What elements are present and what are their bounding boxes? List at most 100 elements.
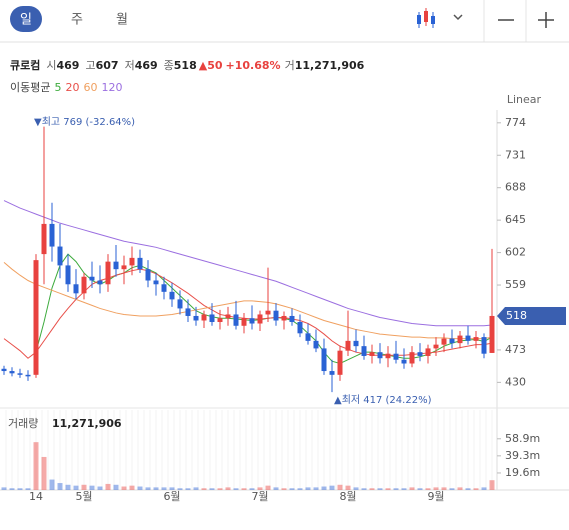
volume-bar — [89, 485, 95, 490]
volume-bar — [137, 486, 143, 490]
volume-bar — [57, 483, 63, 490]
candle-body — [393, 353, 399, 360]
volume-bar — [417, 488, 423, 490]
volume-bar — [361, 488, 367, 490]
ma-legend-item: 5 — [54, 81, 61, 94]
candle-body — [313, 340, 319, 349]
volume-bar — [113, 484, 119, 490]
volume-bar — [457, 487, 463, 490]
high-annotation: ▼최고 769 (-32.64%) — [34, 116, 135, 128]
scale-mode[interactable]: Linear — [507, 93, 542, 106]
x-tick-label: 8월 — [339, 490, 356, 503]
candle-body — [217, 318, 223, 323]
candle-body — [385, 353, 391, 359]
volume-bar — [49, 479, 55, 490]
candle-body — [201, 314, 207, 321]
volume-bar — [337, 484, 343, 490]
ma-legend-item: 20 — [65, 81, 79, 94]
candle-body — [185, 308, 191, 316]
candle-body — [129, 257, 135, 266]
candle-body — [321, 348, 327, 372]
quote-label: 종 — [164, 59, 174, 72]
candle-body — [41, 223, 47, 255]
volume-bar — [433, 487, 439, 490]
quote-value: 469 — [57, 59, 80, 72]
candle-body — [193, 315, 199, 321]
candle-body — [345, 340, 351, 351]
zoom-in-button[interactable] — [538, 12, 554, 28]
volume-bar — [305, 487, 311, 490]
volume-bar — [81, 484, 87, 490]
chart-type-button[interactable] — [417, 8, 435, 28]
volume-bar — [385, 488, 391, 490]
quote-label: 거 — [285, 59, 295, 72]
dropdown-chevron[interactable] — [453, 14, 463, 21]
y-tick-label: 688 — [505, 181, 526, 194]
candle-body — [449, 338, 455, 344]
candle-body — [137, 257, 143, 270]
ma-line — [3, 262, 493, 340]
rate: +10.68% — [226, 59, 281, 72]
candle-body — [25, 374, 31, 377]
candle-body — [489, 315, 495, 353]
volume-bar — [65, 484, 71, 490]
candle-body — [49, 223, 55, 247]
quote-value: 469 — [135, 59, 158, 72]
volume-bar — [265, 485, 271, 490]
candle-body — [305, 333, 311, 341]
volume-bar — [97, 486, 103, 490]
ma-line — [35, 253, 493, 365]
candle-body — [17, 373, 23, 375]
quote-value: 607 — [96, 59, 119, 72]
candle-body — [241, 318, 247, 326]
volume-bar — [177, 488, 183, 490]
tab[interactable]: 주 — [71, 13, 83, 28]
volume-bar — [1, 487, 7, 490]
volume-bar — [129, 485, 135, 490]
volume-bar — [449, 488, 455, 490]
candle-body — [57, 246, 63, 266]
volume-bar — [145, 487, 151, 490]
volume-bar — [185, 488, 191, 490]
volume-bar — [289, 488, 295, 490]
volume-bar — [241, 488, 247, 490]
volume-bar — [193, 487, 199, 490]
candle-body — [361, 346, 367, 356]
volume-bar — [353, 487, 359, 490]
tab-selected-bg[interactable] — [10, 6, 42, 32]
volume-bar — [441, 487, 447, 490]
candle-body — [369, 352, 375, 356]
volume-bar — [377, 488, 383, 490]
ma-legend: 이동평균 5 20 60 120 — [10, 81, 122, 94]
candle-body — [177, 299, 183, 309]
quote-label: 저 — [125, 59, 135, 72]
tab[interactable]: 일 — [20, 13, 32, 28]
volume-title: 거래량 — [8, 417, 38, 430]
stock-name: 큐로컴 — [10, 59, 40, 72]
volume-bar — [481, 487, 487, 490]
low-annotation: ▲최저 417 (24.22%) — [334, 394, 432, 406]
quote-label: 시 — [46, 59, 56, 72]
candle-body — [297, 322, 303, 334]
volume-bar — [217, 488, 223, 490]
candle-body — [81, 276, 87, 294]
volume-bar — [257, 487, 263, 490]
candle-body — [377, 352, 383, 359]
candle-body — [353, 340, 359, 347]
y-tick-label: 774 — [505, 116, 526, 129]
volume-bar — [393, 488, 399, 490]
candle-body — [417, 352, 423, 356]
candle-body — [401, 359, 407, 364]
volume-bar — [201, 488, 207, 490]
candle-body — [433, 344, 439, 349]
volume-bar — [281, 488, 287, 490]
tab[interactable]: 월 — [116, 13, 128, 28]
volume-bar — [17, 488, 23, 490]
ma-legend-item: 60 — [83, 81, 97, 94]
volume-bar — [249, 488, 255, 490]
candle-body — [289, 315, 295, 323]
volume-bar — [345, 485, 351, 490]
candle-body — [65, 265, 71, 285]
candle-body — [33, 260, 39, 375]
candle-body — [257, 314, 263, 324]
